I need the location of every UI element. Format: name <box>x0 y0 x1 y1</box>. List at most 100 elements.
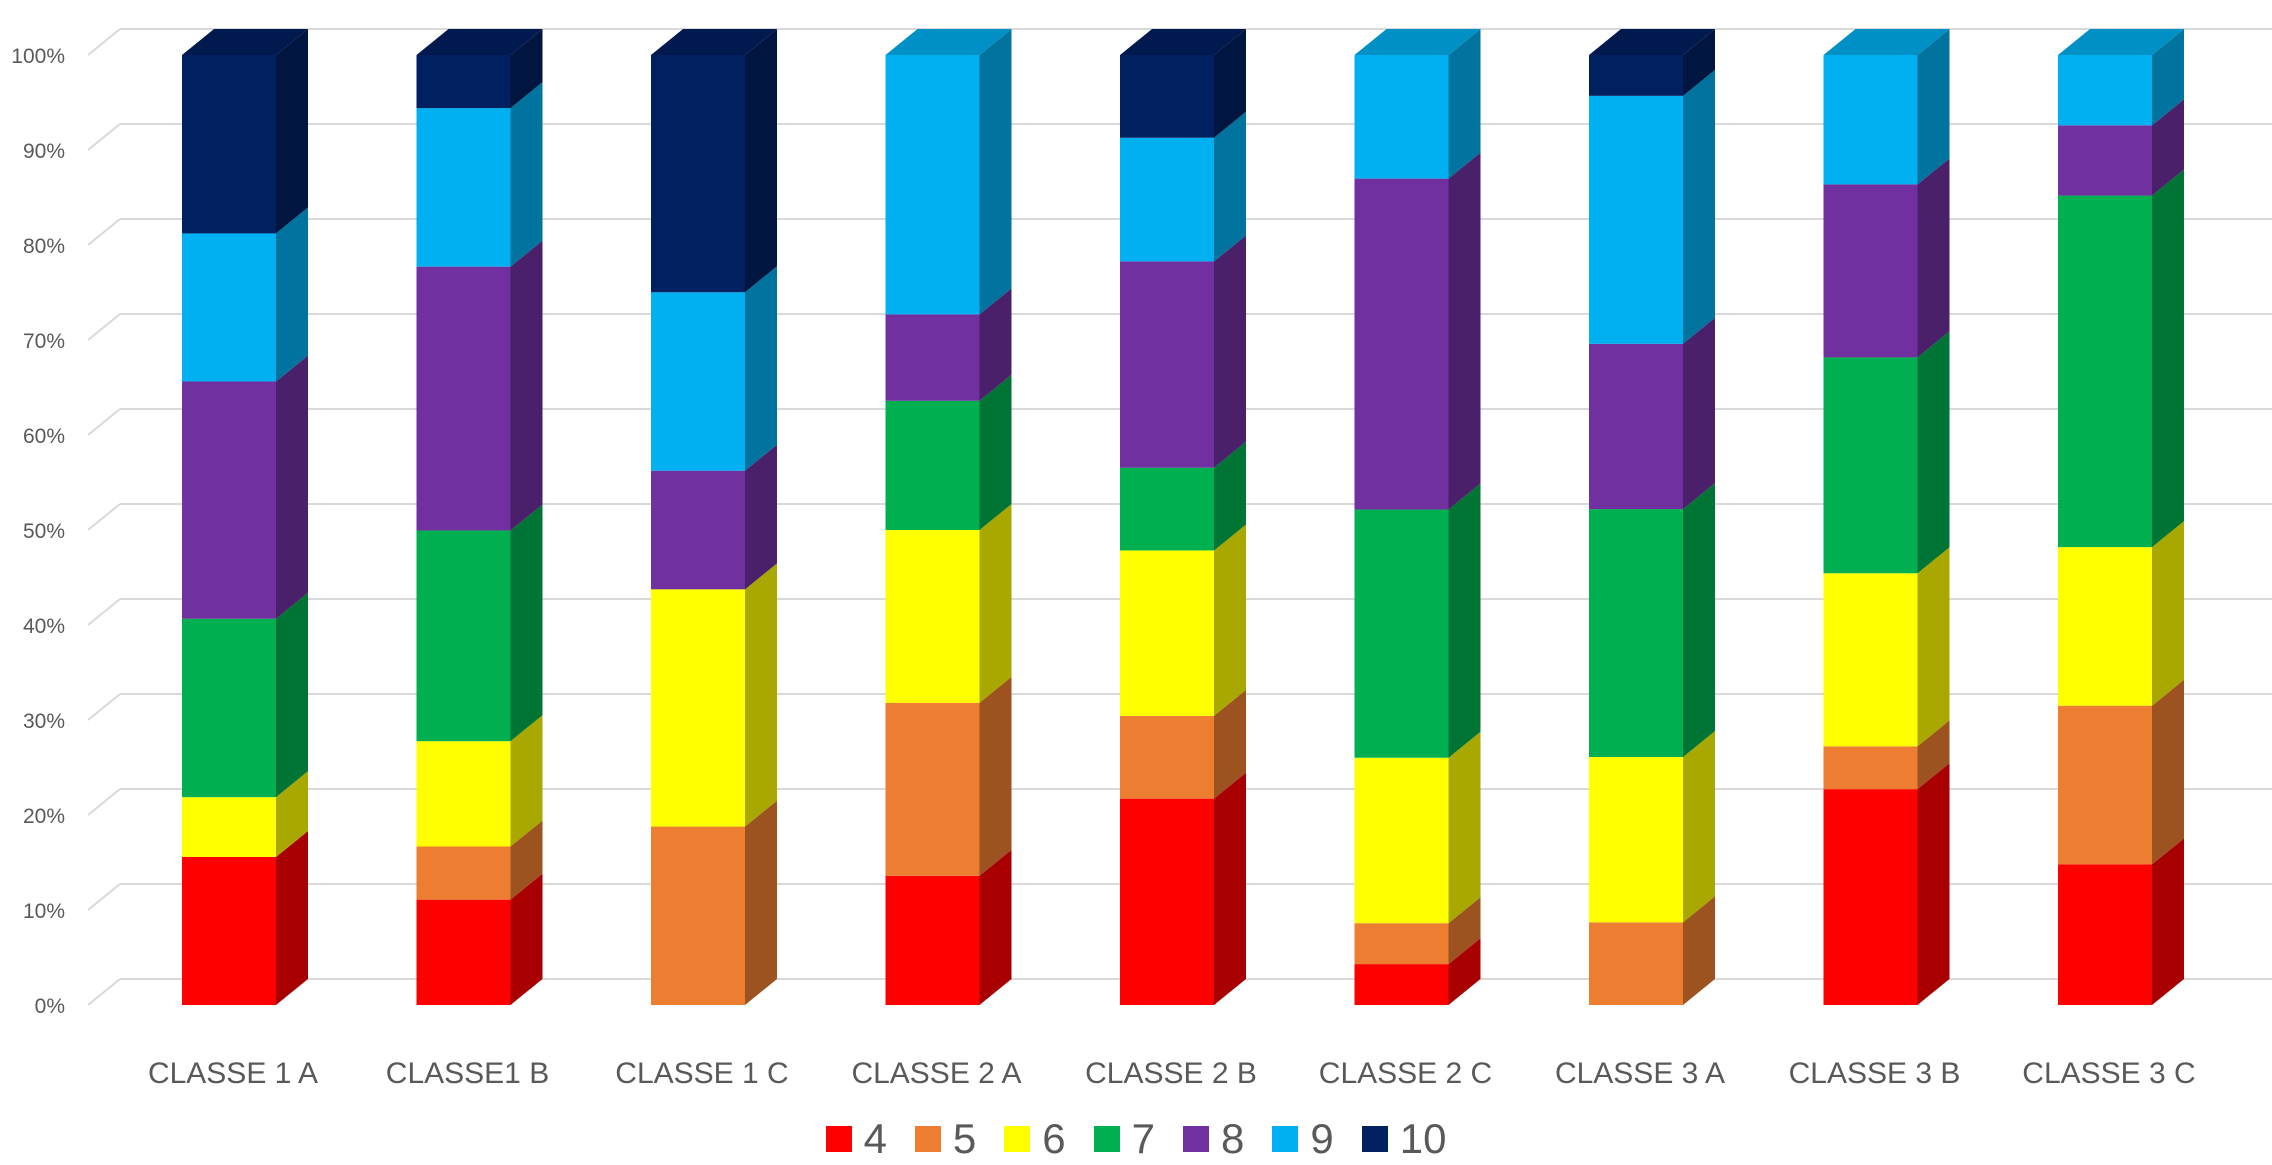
gridline-diagonal <box>87 978 121 1006</box>
y-tick-label: 10% <box>23 900 65 923</box>
legend-swatch <box>914 1126 941 1152</box>
legend-label: 9 <box>1310 1115 1334 1162</box>
bar-segment <box>1823 29 1950 185</box>
legend-item: 5 <box>914 1115 977 1162</box>
bar-segment <box>2058 521 2184 706</box>
bar-segment <box>416 29 543 109</box>
bar-front <box>1823 184 1918 358</box>
bar-segment <box>885 374 1012 530</box>
x-tick-label: CLASSE 3 A <box>1555 1057 1725 1090</box>
bar-front <box>2058 195 2152 548</box>
bar-segment <box>1354 483 1481 758</box>
gridline-diagonal <box>87 598 121 626</box>
bar-front <box>1354 964 1449 1005</box>
bar-segment <box>182 830 308 1005</box>
y-tick-label: 90% <box>23 140 65 163</box>
y-tick-label: 30% <box>23 710 65 733</box>
gridline-diagonal <box>87 28 121 56</box>
bar-segment <box>651 444 777 590</box>
bar-front <box>416 530 511 742</box>
legend-swatch <box>1361 1126 1388 1152</box>
bar-front <box>1120 55 1214 138</box>
bar-front <box>1354 55 1449 179</box>
bar-side <box>2152 521 2184 706</box>
bar-front <box>416 108 511 267</box>
bar-segment <box>1120 29 1246 138</box>
bar-front <box>885 530 980 703</box>
legend-item: 4 <box>825 1115 887 1162</box>
bar-top <box>2058 29 2184 55</box>
bar-side <box>1448 483 1481 758</box>
gridline-diagonal <box>87 788 121 816</box>
legend-label: 4 <box>863 1115 887 1162</box>
legend-item: 8 <box>1183 1118 1244 1160</box>
bar-front <box>1589 343 1683 510</box>
bar-segment <box>651 800 777 1005</box>
bar-segment <box>1120 441 1246 551</box>
bar-segment <box>1823 158 1950 358</box>
stacked-bar-chart: 0% 10% 20% 30% 40% 50% 60% 70% 80% 90% 100% CLASSE … <box>11 28 2272 1090</box>
bar-side <box>979 374 1012 530</box>
bar-front <box>182 233 276 382</box>
gridline-diagonal <box>87 503 121 531</box>
bar-segment <box>416 504 543 742</box>
bar-side <box>510 240 543 531</box>
x-tick-label: CLASSE 3 B <box>1789 1057 1961 1090</box>
bar-segment <box>2058 99 2184 196</box>
bar-front <box>416 846 511 900</box>
bar-front <box>416 899 511 1005</box>
bar-front <box>1589 55 1683 96</box>
bar-side <box>510 820 543 900</box>
y-tick-label: 100% <box>11 45 65 68</box>
bar-front <box>416 55 511 109</box>
bar-side <box>1683 29 1715 96</box>
bar-side <box>1448 897 1481 965</box>
bar-segment <box>182 29 308 234</box>
bar-segment <box>2058 838 2184 1005</box>
legend-label: 6 <box>1042 1115 1066 1162</box>
gridline-diagonal <box>87 313 121 341</box>
legend: 4 5 6 7 8 9 10 <box>0 1114 2272 1164</box>
bar-segment <box>1354 897 1481 965</box>
y-tick-label: 60% <box>23 425 65 448</box>
bar-segment <box>1354 152 1481 510</box>
bar-front <box>885 875 980 1005</box>
bar-front <box>1823 746 1918 790</box>
bar-top <box>416 29 543 55</box>
bar-side <box>745 563 777 827</box>
bar-segment <box>1823 331 1950 574</box>
bar-side <box>1683 69 1715 344</box>
bar-segment <box>1354 938 1481 1005</box>
bar-front <box>1120 550 1214 716</box>
bar-segment <box>1354 29 1481 179</box>
bar-side <box>2152 838 2184 1005</box>
bar-front <box>2058 547 2152 706</box>
legend-label: 5 <box>952 1115 977 1162</box>
bar-front <box>1120 715 1214 799</box>
bar-front <box>651 292 745 471</box>
bar-front <box>1120 467 1214 551</box>
bar-side <box>1214 235 1246 468</box>
bar-side <box>1448 731 1481 924</box>
bar-front <box>1823 55 1918 185</box>
bar-segment <box>1589 896 1715 1005</box>
bar-segment <box>1823 547 1950 747</box>
bar-segment <box>182 771 308 857</box>
bar-segment <box>1589 317 1715 510</box>
bar-side <box>510 29 543 109</box>
gridline-diagonal <box>87 693 121 721</box>
bar-segment <box>1823 763 1950 1005</box>
bar-front <box>1354 923 1449 965</box>
bar-top <box>651 29 777 55</box>
bar-side <box>1448 938 1481 1005</box>
bar-side <box>1917 158 1950 358</box>
bar-front <box>182 381 276 619</box>
bar-side <box>1214 772 1246 1005</box>
bar-side <box>276 771 308 857</box>
bar-front <box>1589 922 1683 1005</box>
bar-side <box>1683 731 1715 923</box>
bar-side <box>1917 547 1950 747</box>
bar-front <box>1823 357 1918 574</box>
bar-front <box>2058 705 2152 865</box>
bar-front <box>1354 178 1449 510</box>
